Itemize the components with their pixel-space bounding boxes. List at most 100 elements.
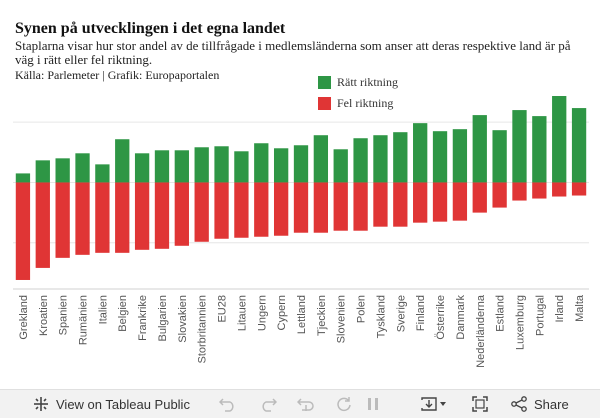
pause-button[interactable] <box>366 390 380 418</box>
bar-ratt-0 <box>15 173 31 183</box>
redo-icon <box>259 396 277 412</box>
bar-ratt-6 <box>134 153 150 183</box>
x-tick-label: EU28 <box>217 295 229 323</box>
bar-fel-0 <box>15 182 31 280</box>
chart-title: Synen på utvecklingen i det egna landet <box>15 20 286 37</box>
bar-ratt-10 <box>214 146 229 183</box>
bar-fel-16 <box>333 182 348 231</box>
bar-ratt-28 <box>571 108 587 183</box>
x-tick-label: Slovakien <box>177 295 189 343</box>
bar-ratt-21 <box>432 131 448 183</box>
x-tick-label: Danmark <box>455 295 467 340</box>
bar-fel-6 <box>134 182 150 250</box>
x-tick-label: Belgien <box>117 295 129 332</box>
bar-fel-28 <box>571 182 587 196</box>
bar-ratt-17 <box>353 138 368 183</box>
bar-ratt-7 <box>154 150 170 183</box>
revert-icon <box>297 396 315 412</box>
bar-ratt-26 <box>532 116 547 183</box>
fullscreen-button[interactable] <box>472 390 488 418</box>
share-icon <box>511 396 527 412</box>
revert-button[interactable] <box>297 390 315 418</box>
bar-ratt-8 <box>174 150 189 183</box>
bar-fel-27 <box>552 182 567 197</box>
tableau-toolbar: View on Tableau Public Share <box>0 389 600 418</box>
view-on-tableau-label: View on Tableau Public <box>56 396 190 412</box>
x-tick-label: Malta <box>574 294 586 322</box>
bar-fel-2 <box>55 182 70 258</box>
x-tick-label: Spanien <box>58 295 70 335</box>
x-tick-label: Grekland <box>18 295 30 340</box>
bar-ratt-12 <box>254 143 269 183</box>
bar-ratt-3 <box>75 153 90 183</box>
bar-fel-9 <box>194 182 209 242</box>
x-tick-label: Cypern <box>276 295 288 330</box>
bar-ratt-24 <box>492 130 507 183</box>
bar-fel-17 <box>353 182 368 231</box>
tableau-logo-icon <box>33 396 49 412</box>
bar-fel-8 <box>174 182 189 246</box>
x-tick-label: Tjeckien <box>316 295 328 336</box>
bar-ratt-18 <box>373 135 388 183</box>
bar-fel-1 <box>35 182 50 268</box>
bar-fel-11 <box>234 182 249 238</box>
bar-fel-13 <box>273 182 289 236</box>
x-tick-label: Frankrike <box>137 295 149 341</box>
x-tick-label: Storbritannien <box>197 295 209 364</box>
bar-ratt-5 <box>115 139 130 183</box>
undo-icon <box>219 396 237 412</box>
share-label: Share <box>534 396 569 412</box>
bar-fel-10 <box>214 182 229 239</box>
pause-icon <box>366 396 380 412</box>
bar-ratt-4 <box>95 164 110 183</box>
undo-button[interactable] <box>219 390 237 418</box>
bar-fel-23 <box>472 182 487 213</box>
download-icon <box>421 396 447 412</box>
bar-fel-20 <box>413 182 428 223</box>
bar-fel-3 <box>75 182 90 255</box>
bar-ratt-19 <box>393 132 408 183</box>
refresh-button[interactable] <box>336 390 352 418</box>
x-tick-label: Bulgarien <box>157 295 169 341</box>
fullscreen-icon <box>472 396 488 412</box>
x-tick-label: Litauen <box>236 295 248 331</box>
bar-fel-7 <box>154 182 170 249</box>
x-tick-label: Ungern <box>256 295 268 331</box>
redo-button[interactable] <box>259 390 277 418</box>
x-tick-label: Estland <box>495 295 507 332</box>
bar-ratt-11 <box>234 151 249 183</box>
bar-ratt-20 <box>413 123 428 183</box>
share-button[interactable]: Share <box>511 390 569 418</box>
bar-fel-5 <box>115 182 130 253</box>
refresh-icon <box>336 396 352 412</box>
bar-ratt-15 <box>313 135 329 183</box>
view-on-tableau-button[interactable]: View on Tableau Public <box>33 390 190 418</box>
x-tick-label: Sverige <box>395 295 407 332</box>
x-tick-label: Finland <box>415 295 427 331</box>
x-tick-label: Luxemburg <box>514 295 526 350</box>
x-tick-label: Italien <box>97 295 109 324</box>
x-tick-label: Portugal <box>534 295 546 336</box>
x-tick-label: Nederländerna <box>475 294 487 368</box>
bar-fel-18 <box>373 182 388 227</box>
download-button[interactable] <box>421 390 447 418</box>
x-tick-label: Irland <box>554 295 566 323</box>
legend-label-0: Rätt riktning <box>337 75 398 89</box>
bar-ratt-25 <box>512 110 527 183</box>
x-tick-label: Österrike <box>435 295 447 340</box>
x-tick-label: Polen <box>356 295 368 323</box>
legend-swatch-0 <box>318 76 331 89</box>
bar-fel-25 <box>512 182 527 201</box>
bar-ratt-1 <box>35 160 50 183</box>
bar-chart: Grekland Kroatien Spanien Rumänien Italien Be… <box>13 75 589 368</box>
chart-subtitle: Staplarna visar hur stor andel av de til… <box>15 38 571 67</box>
x-tick-label: Rumänien <box>78 295 90 345</box>
bar-ratt-13 <box>273 148 289 183</box>
x-tick-label: Lettland <box>296 295 308 334</box>
bar-fel-26 <box>532 182 547 199</box>
bar-fel-22 <box>452 182 468 221</box>
bar-ratt-9 <box>194 147 209 183</box>
legend-label-1: Fel riktning <box>337 96 393 110</box>
bar-ratt-23 <box>472 115 487 183</box>
bar-ratt-16 <box>333 149 348 183</box>
